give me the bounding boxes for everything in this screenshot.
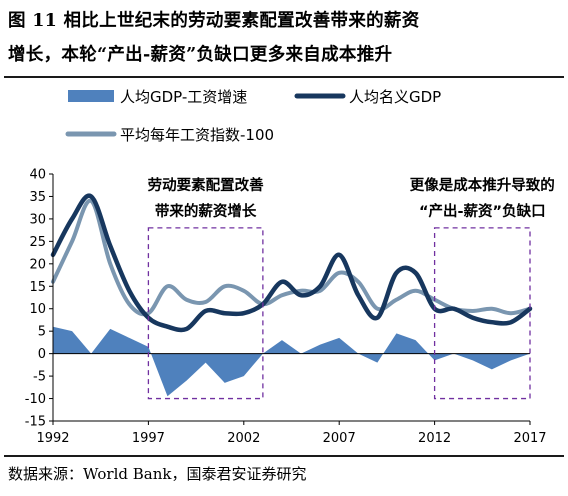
y-tick: 0 [38, 347, 53, 362]
legend-item: 人均GDP-工资增速 [68, 88, 247, 106]
y-tick: 20 [29, 257, 53, 272]
y-tick: 35 [29, 190, 53, 205]
y-tick-label: 35 [29, 190, 46, 205]
legend-label: 人均GDP-工资增速 [120, 88, 247, 106]
x-tick-label: 2012 [418, 431, 451, 446]
annotation-label-1: 带来的薪资增长 [155, 202, 257, 220]
legend-item: 平均每年工资指数-100 [65, 126, 274, 144]
y-tick-label: 15 [29, 280, 46, 295]
y-tick-label: 25 [29, 235, 46, 250]
series-line-nominal-gdp-per-capita [50, 193, 533, 333]
annotation-label-2: “产出-薪资”负缺口 [419, 202, 546, 220]
y-tick-label: 20 [29, 257, 46, 272]
y-tick: 10 [29, 302, 53, 317]
y-tick: -10 [25, 392, 53, 407]
legend-label: 平均每年工资指数-100 [120, 126, 274, 144]
legend-label: 人均名义GDP [349, 88, 441, 106]
annotation-box-2 [433, 227, 531, 400]
x-tick-label: 2007 [323, 431, 356, 446]
x-tick-label: 1997 [132, 431, 165, 446]
y-tick: -5 [33, 370, 53, 385]
y-tick: 40 [29, 168, 53, 183]
x-tick: 2017 [513, 421, 547, 446]
y-tick: -15 [25, 415, 53, 430]
y-tick-label: -5 [33, 370, 46, 385]
title-rule [4, 76, 564, 78]
annotation-label-2: 更像是成本推升导致的 [410, 176, 555, 194]
chart: 人均GDP-工资增速 人均名义GDP 平均每年工资指数-100 -15 -10 -5 0 5 1… [25, 88, 555, 446]
legend: 人均GDP-工资增速 人均名义GDP 平均每年工资指数-100 [65, 88, 441, 144]
y-tick-label: -10 [25, 392, 46, 407]
x-tick-label: 1992 [36, 431, 69, 446]
title-line-1: 图 11 相比上世纪末的劳动要素配置改善带来的薪资 [8, 11, 420, 31]
series-area-gdp-wage-gap [53, 326, 530, 397]
y-tick-label: 30 [29, 212, 46, 227]
y-tick-label: 40 [29, 168, 46, 183]
x-tick: 1997 [132, 421, 165, 446]
title-line-2: 增长，本轮“产出-薪资”负缺口更多来自成本推升 [8, 45, 393, 65]
y-tick: 5 [38, 325, 53, 340]
x-tick: 2007 [323, 421, 356, 446]
source-rule [4, 455, 564, 457]
y-tick-label: 5 [38, 325, 46, 340]
x-tick: 2012 [418, 421, 451, 446]
legend-item: 人均名义GDP [294, 88, 441, 106]
y-tick: 25 [29, 235, 53, 250]
legend-swatch [68, 90, 114, 102]
y-tick-label: 0 [38, 347, 46, 362]
annotation-box-1 [147, 227, 264, 400]
x-tick-label: 2002 [227, 431, 260, 446]
y-tick: 30 [29, 212, 53, 227]
x-tick-label: 2017 [513, 431, 546, 446]
annotation-label-1: 劳动要素配置改善 [148, 176, 264, 194]
x-tick: 1992 [36, 421, 70, 446]
y-tick: 15 [29, 280, 53, 295]
y-tick-label: -15 [25, 415, 46, 430]
x-tick: 2002 [227, 421, 260, 446]
source-note: 数据来源：World Bank，国泰君安证券研究 [8, 465, 307, 483]
y-tick-label: 10 [29, 302, 46, 317]
figure-title: 图 11 相比上世纪末的劳动要素配置改善带来的薪资 增长，本轮“产出-薪资”负缺… [8, 4, 560, 72]
